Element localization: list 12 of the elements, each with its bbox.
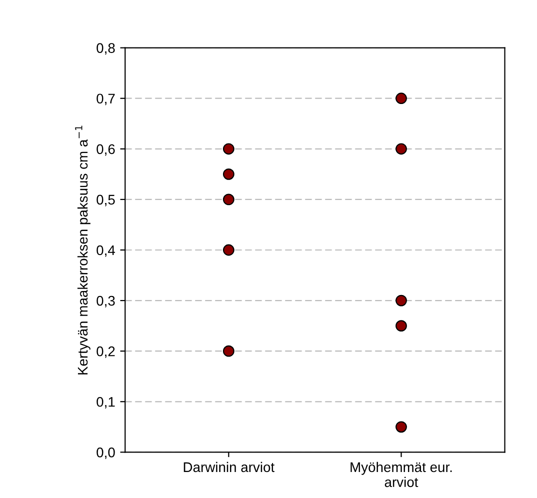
y-tick-label: 0,4: [96, 245, 115, 257]
y-tick-label: 0,8: [96, 43, 115, 55]
x-tick-label: Darwinin arviot: [184, 462, 274, 472]
y-tick-label: 0,0: [96, 448, 115, 459]
y-tick-label: 0,1: [96, 396, 115, 408]
y-tick-label: 0,2: [96, 346, 115, 358]
y-tick-label: 0,5: [96, 194, 115, 206]
y-axis-title: Kertyvän maakerroksen paksuus cm a$^{−1}$: [75, 126, 90, 374]
y-tick-label: 0,6: [96, 144, 115, 156]
y-tick-label: 0,7: [96, 94, 115, 106]
y-tick-label: 0,3: [96, 296, 115, 308]
x-tick-label: Myöhemmät eur. arviot: [350, 462, 452, 488]
